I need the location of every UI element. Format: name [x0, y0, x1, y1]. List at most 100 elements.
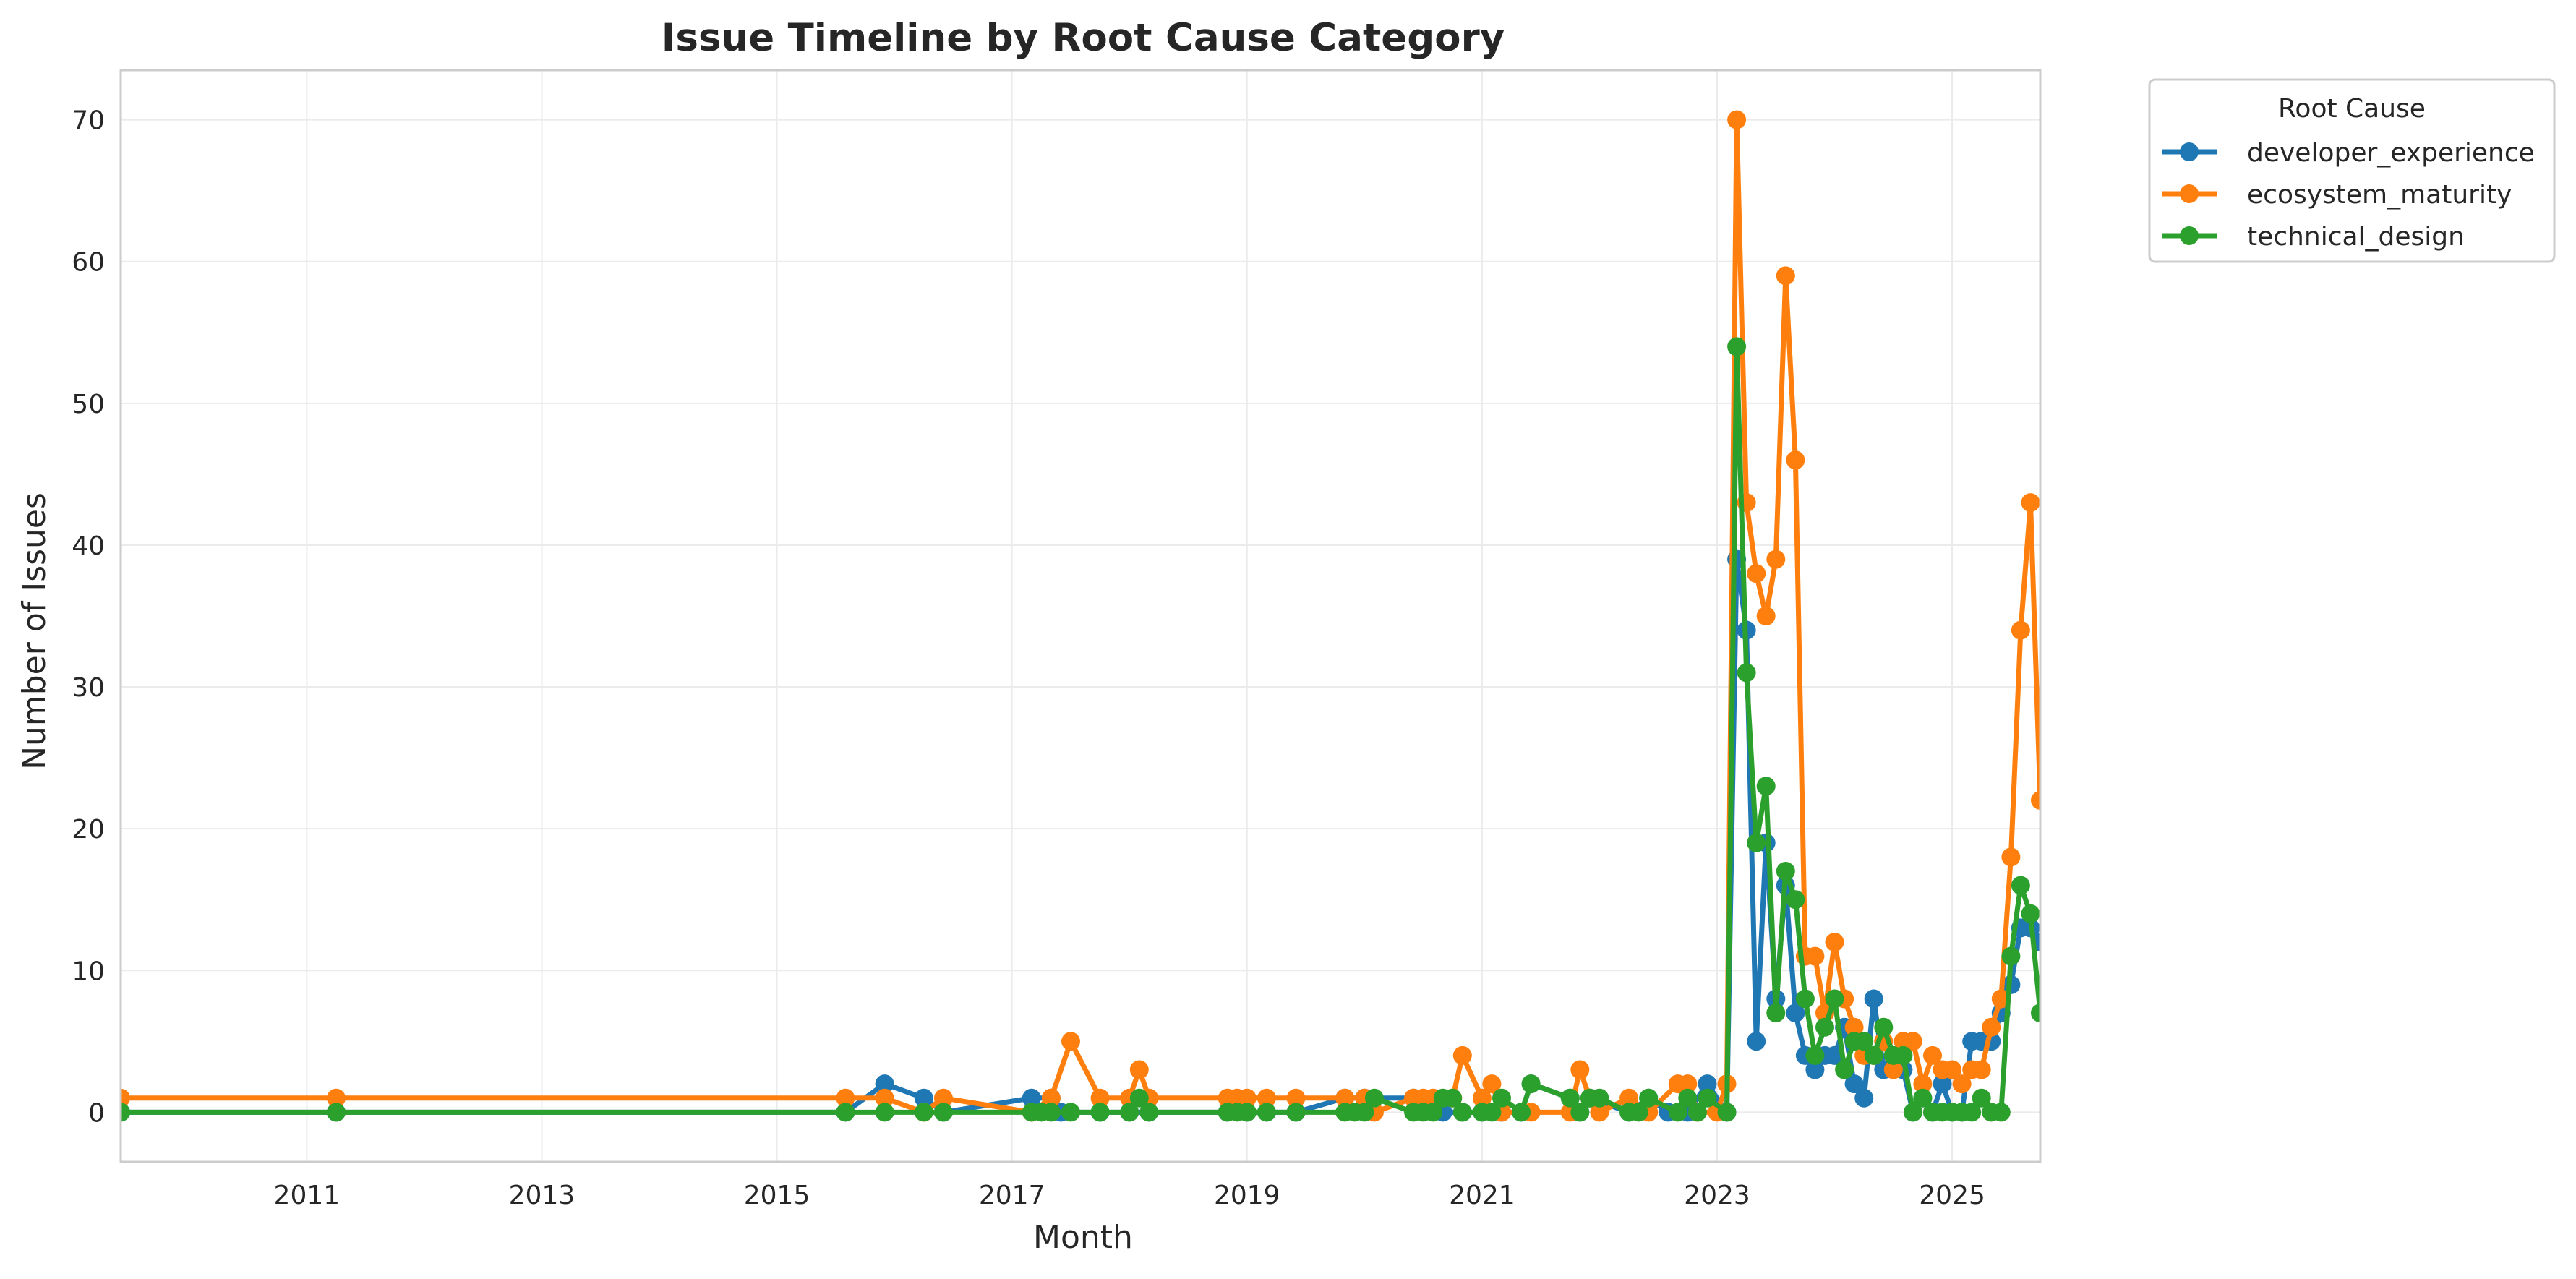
data-point	[933, 1088, 953, 1108]
data-point	[1512, 1103, 1531, 1122]
data-point	[1874, 1017, 1894, 1037]
data-point	[1805, 1060, 1825, 1079]
data-point	[875, 1074, 894, 1094]
legend-label: technical_design	[2247, 222, 2465, 252]
data-point	[1678, 1088, 1698, 1108]
legend: Root Cause developer_experience ecosystem…	[2148, 78, 2556, 263]
data-point	[1424, 1103, 1443, 1122]
data-point	[914, 1088, 933, 1108]
data-point	[1629, 1103, 1648, 1122]
series-ecosystem_maturity	[121, 110, 2040, 1122]
data-point	[1854, 1088, 1874, 1108]
data-point	[1472, 1088, 1492, 1108]
data-point	[1698, 1074, 1717, 1094]
legend-marker	[2180, 142, 2199, 161]
data-point	[1903, 1103, 1922, 1122]
plot-frame	[119, 69, 2042, 1163]
data-point	[1090, 1103, 1110, 1122]
legend-box	[2148, 78, 2556, 263]
data-point	[1776, 862, 1795, 881]
data-point	[1687, 1103, 1707, 1122]
x-tick-label: 2021	[1449, 1181, 1515, 1210]
data-point	[1747, 564, 1766, 583]
data-point	[1903, 1032, 1922, 1051]
data-point	[1747, 833, 1766, 852]
data-point	[1766, 549, 1786, 569]
data-point	[1521, 1074, 1541, 1094]
data-point	[875, 1103, 894, 1122]
legend-item-developer_experience: developer_experience	[2162, 138, 2535, 168]
data-point	[1237, 1103, 1257, 1122]
axes: 0 10 20 30 40 50 60 70 2011 2013 2015 2017 2019 2021 2…	[72, 106, 1985, 1210]
data-point	[1041, 1103, 1061, 1122]
y-tick-label: 70	[72, 106, 105, 136]
y-axis-title: Number of Issues	[16, 492, 53, 770]
data-point	[1443, 1088, 1463, 1108]
data-point	[1570, 1060, 1590, 1079]
data-point	[1943, 1060, 1962, 1079]
data-point	[1991, 1103, 2011, 1122]
data-point	[1913, 1088, 1933, 1108]
data-point	[1139, 1103, 1159, 1122]
legend-marker	[2180, 184, 2199, 203]
x-tick-label: 2019	[1214, 1181, 1280, 1210]
y-tick-label: 10	[72, 957, 105, 986]
data-point	[1257, 1088, 1276, 1108]
data-point	[121, 1088, 130, 1108]
data-point	[1355, 1103, 1374, 1122]
data-point	[1952, 1074, 1972, 1094]
data-point	[1364, 1088, 1384, 1108]
data-point	[836, 1088, 855, 1108]
data-point	[1844, 1074, 1864, 1094]
data-point	[1257, 1103, 1276, 1122]
y-tick-label: 0	[88, 1098, 105, 1128]
data-point	[1619, 1088, 1639, 1108]
data-point	[121, 1103, 130, 1122]
data-point	[1962, 1103, 1982, 1122]
data-point	[1022, 1088, 1041, 1108]
data-point	[1913, 1074, 1933, 1094]
data-point	[1747, 1032, 1766, 1051]
data-point	[1668, 1103, 1687, 1122]
data-point	[1129, 1060, 1149, 1079]
series-technical_design	[121, 337, 2040, 1122]
data-point	[1560, 1088, 1580, 1108]
data-point	[1090, 1088, 1110, 1108]
x-tick-label: 2015	[744, 1181, 810, 1210]
x-axis-title: Month	[1033, 1219, 1133, 1256]
data-point	[1766, 1004, 1786, 1023]
data-point	[1286, 1088, 1306, 1108]
data-point	[327, 1103, 346, 1122]
data-point	[1825, 989, 1844, 1009]
data-point	[1492, 1088, 1511, 1108]
legend-item-ecosystem_maturity: ecosystem_maturity	[2162, 180, 2512, 210]
data-point	[1825, 933, 1844, 951]
data-point	[2021, 493, 2040, 513]
data-point	[1972, 1088, 1991, 1108]
data-point	[1570, 1103, 1590, 1122]
legend-items: developer_experience ecosystem_maturityte…	[2162, 138, 2535, 252]
data-point	[1756, 777, 1776, 796]
data-point	[1727, 337, 1747, 356]
x-tick-label: 2025	[1919, 1181, 1985, 1210]
y-tick-label: 50	[72, 390, 105, 419]
legend-marker	[2180, 226, 2199, 245]
legend-title: Root Cause	[2278, 94, 2426, 124]
y-tick-label: 40	[72, 531, 105, 561]
data-point	[1883, 1060, 1903, 1079]
data-point	[2031, 1004, 2040, 1023]
data-point	[933, 1103, 953, 1122]
data-point	[1482, 1103, 1502, 1122]
data-point	[1590, 1103, 1609, 1122]
data-point	[1590, 1088, 1609, 1108]
data-point	[2001, 946, 2021, 966]
data-point	[2001, 847, 2021, 867]
data-point	[1756, 607, 1776, 625]
data-point	[1894, 1045, 1913, 1065]
data-point	[1237, 1088, 1257, 1108]
data-point	[1835, 1060, 1854, 1079]
data-point	[875, 1088, 894, 1108]
data-point	[1815, 1017, 1834, 1037]
data-point	[1698, 1088, 1717, 1108]
